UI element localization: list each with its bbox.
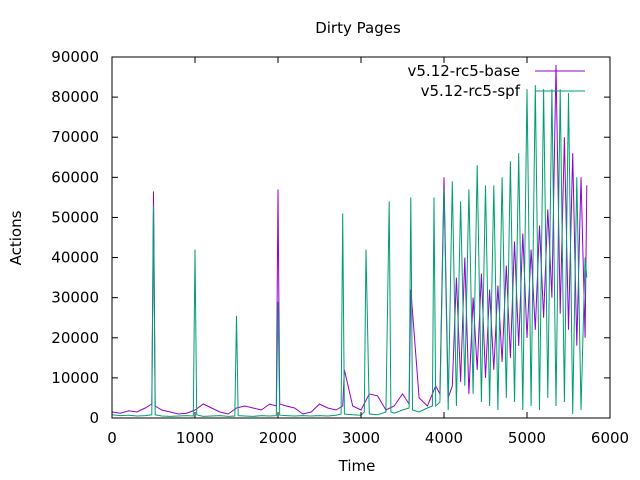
legend: v5.12-rc5-base v5.12-rc5-spf: [408, 62, 585, 100]
y-tick-label: 90000: [51, 48, 99, 66]
x-tick-label: 3000: [342, 429, 380, 447]
x-tick-label: 2000: [259, 429, 297, 447]
y-axis-label: Actions: [7, 210, 25, 265]
x-tick-label: 5000: [508, 429, 546, 447]
y-tick-label: 70000: [51, 128, 99, 146]
axis-ticks: 0 1000 2000 3000 4000 5000 6000010000200003000…: [51, 48, 629, 447]
x-tick-label: 1000: [176, 429, 214, 447]
y-tick-label: 80000: [51, 88, 99, 106]
x-axis-label: Time: [338, 457, 376, 475]
y-tick-label: 30000: [51, 289, 99, 307]
y-tick-label: 10000: [51, 369, 99, 387]
x-tick-label: 0: [107, 429, 117, 447]
series-layer: [111, 64, 588, 417]
series-line-2: [111, 85, 588, 417]
x-tick-label: 4000: [425, 429, 463, 447]
y-tick-label: 50000: [51, 208, 99, 226]
chart-title: Dirty Pages: [315, 19, 401, 37]
y-tick-label: 40000: [51, 249, 99, 267]
y-tick-label: 60000: [51, 168, 99, 186]
legend-label-1: v5.12-rc5-base: [408, 62, 521, 80]
legend-label-2: v5.12-rc5-spf: [421, 82, 521, 100]
y-tick-label: 0: [89, 409, 99, 427]
y-tick-label: 20000: [51, 329, 99, 347]
x-tick-label: 6000: [591, 429, 629, 447]
